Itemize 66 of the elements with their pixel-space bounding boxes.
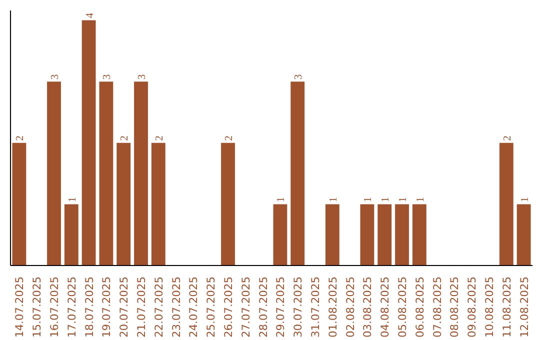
x-tick-label: 02.08.2025 [344, 276, 357, 338]
x-tick-label: 27.07.2025 [239, 276, 252, 338]
data-label: 1 [380, 196, 392, 202]
x-tick-label: 16.07.2025 [48, 276, 61, 338]
bar [395, 204, 409, 266]
x-tick-label: 09.08.2025 [466, 276, 479, 338]
data-label: 2 [120, 136, 131, 141]
bar [412, 204, 426, 266]
x-tick-label: 15.07.2025 [30, 276, 44, 338]
x-tick-label: 04.08.2025 [378, 276, 392, 338]
x-tick-label: 31.07.2025 [309, 276, 322, 338]
data-label: 3 [102, 74, 114, 80]
x-tick-label: 01.08.2025 [326, 276, 340, 338]
bar [499, 142, 514, 266]
data-label: 1 [67, 196, 78, 202]
data-label: 2 [154, 136, 166, 141]
data-label: 3 [294, 74, 305, 80]
x-tick-label: 23.07.2025 [170, 276, 183, 338]
x-tick-label: 20.07.2025 [118, 276, 131, 338]
bar [64, 204, 78, 266]
x-tick-label: 06.08.2025 [413, 276, 426, 338]
x-tick-label: 22.07.2025 [152, 276, 166, 338]
x-tick-label: 30.07.2025 [292, 276, 305, 338]
bar [134, 82, 148, 266]
data-label: 1 [415, 196, 426, 202]
x-tick-label: 08.08.2025 [448, 276, 462, 338]
x-tick-label: 11.08.2025 [500, 276, 514, 338]
data-label: 1 [363, 196, 374, 202]
data-label: 1 [328, 196, 340, 202]
x-tick-label: 05.08.2025 [396, 276, 409, 338]
x-tick-label: 21.07.2025 [135, 276, 148, 338]
x-tick-label: 25.07.2025 [204, 276, 218, 338]
data-label: 2 [15, 136, 26, 141]
data-label: 1 [276, 196, 288, 202]
bar [99, 82, 114, 266]
bar [116, 142, 131, 266]
data-label: 2 [224, 136, 235, 141]
data-label: 3 [137, 74, 148, 80]
data-label: 3 [50, 74, 61, 80]
bar [47, 82, 61, 266]
bar [221, 142, 235, 266]
x-tick-label: 07.08.2025 [430, 276, 444, 338]
x-tick-label: 26.07.2025 [222, 276, 235, 338]
bar [378, 204, 392, 266]
data-label: 1 [520, 196, 531, 202]
bar [360, 204, 374, 266]
data-label: 1 [398, 196, 409, 202]
x-tick-label: 19.07.2025 [100, 276, 114, 338]
bar [516, 204, 531, 266]
x-tick-label: 28.07.2025 [256, 276, 270, 338]
x-tick-label: 29.07.2025 [274, 276, 288, 338]
x-tick-label: 18.07.2025 [82, 276, 96, 338]
bar [82, 20, 96, 266]
data-label: 4 [84, 12, 96, 18]
x-tick-label: 10.08.2025 [483, 276, 496, 338]
data-label: 2 [502, 136, 514, 141]
bar [273, 204, 288, 266]
x-tick-label: 12.08.2025 [518, 276, 531, 338]
x-tick-label: 03.08.2025 [361, 276, 374, 338]
bar [325, 204, 340, 266]
bar [12, 142, 26, 266]
x-tick-label: 14.07.2025 [13, 276, 26, 338]
bar [290, 82, 305, 266]
bar [151, 142, 166, 266]
x-tick-label: 24.07.2025 [187, 276, 200, 338]
x-tick-label: 17.07.2025 [65, 276, 78, 338]
